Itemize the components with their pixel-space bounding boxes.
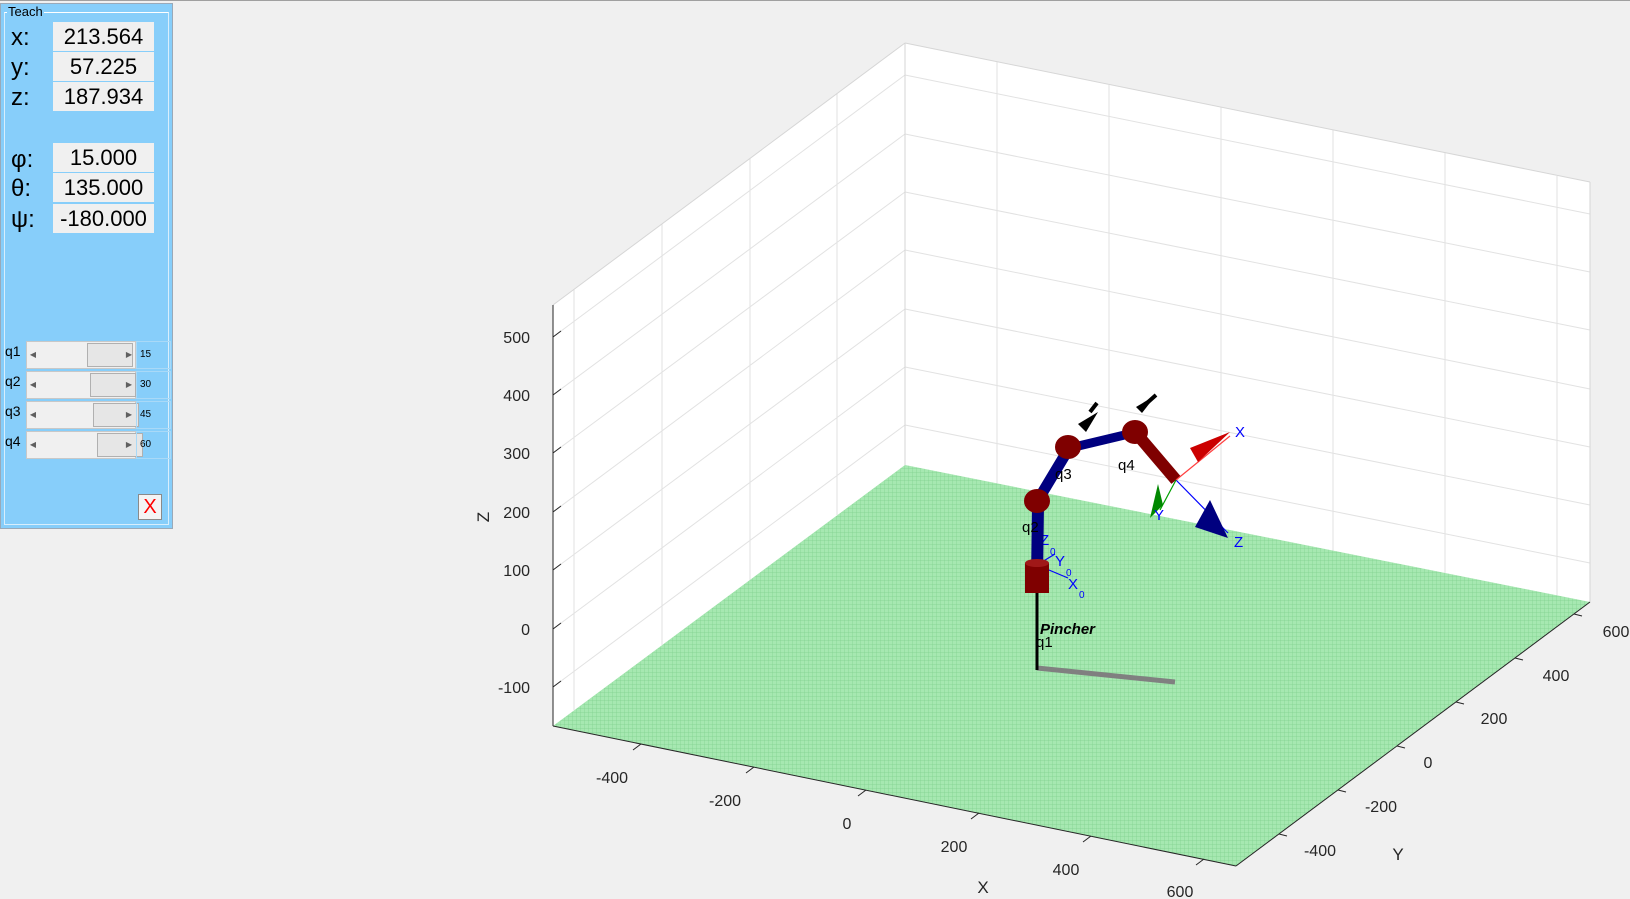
psi-angle-label: ψ: (11, 206, 35, 233)
slider-right-arrow-icon[interactable]: ▶ (125, 410, 133, 419)
floor-plane (553, 465, 1590, 866)
close-button[interactable]: X (138, 494, 162, 520)
z-axis: -100 0 100 200 300 400 500 Z (474, 330, 562, 697)
teach-panel: Teach x: 213.564 y: 57.225 z: 187.934 φ:… (0, 3, 173, 529)
z-tick-label: 500 (503, 330, 530, 347)
y-tick-label: 600 (1603, 624, 1630, 641)
y-tick-label: -400 (1304, 843, 1336, 860)
x-tick-label: -400 (596, 770, 628, 787)
phi-angle-label: φ: (11, 146, 34, 173)
axes-box (552, 42, 1591, 726)
slider-left-arrow-icon[interactable]: ◀ (29, 440, 37, 449)
q3-slider-thumb[interactable] (93, 403, 139, 427)
teach-panel-title: Teach (7, 4, 44, 19)
base-frame-y-subscript: 0 (1066, 568, 1072, 579)
z-axis-label: Z (474, 512, 493, 522)
q3-value-field[interactable]: 45 (136, 401, 171, 429)
x-tick-label: -200 (709, 793, 741, 810)
q1-slider[interactable]: ◀ ▶ (26, 341, 136, 369)
z-tick-label: 0 (521, 622, 530, 639)
y-axis-label: Y (1392, 845, 1403, 864)
slider-left-arrow-icon[interactable]: ◀ (29, 380, 37, 389)
x-coord-value: 213.564 (53, 22, 154, 51)
z-coord-value: 187.934 (53, 82, 154, 111)
robot-shadow (1036, 665, 1176, 685)
y-tick-label: -200 (1365, 799, 1397, 816)
base-frame-z-subscript: 0 (1050, 547, 1056, 558)
joint-label-q4: q4 (1118, 457, 1135, 474)
z-tick-label: 400 (503, 388, 530, 405)
x-tick-label: 400 (1053, 862, 1080, 879)
q4-slider-thumb[interactable] (97, 433, 143, 457)
joint-label-q2: q2 (1022, 519, 1039, 536)
z-tick-label: 100 (503, 563, 530, 580)
q3-slider[interactable]: ◀ ▶ (26, 401, 139, 429)
y-tick-label: 200 (1481, 711, 1508, 728)
tool-frame-z-label: Z (1234, 534, 1243, 551)
z-tick-label: -100 (498, 680, 530, 697)
psi-angle-value: -180.000 (53, 204, 154, 233)
slider-right-arrow-icon[interactable]: ▶ (125, 350, 133, 359)
q1-slider-thumb[interactable] (87, 343, 133, 367)
q1-label: q1 (5, 343, 21, 359)
slider-left-arrow-icon[interactable]: ◀ (29, 350, 37, 359)
q2-value-field[interactable]: 30 (136, 371, 171, 399)
joint-label-q3: q3 (1055, 466, 1072, 483)
q4-value-field[interactable]: 60 (136, 431, 171, 459)
q3-label: q3 (5, 403, 21, 419)
x-axis-label: X (977, 878, 988, 897)
q2-slider-thumb[interactable] (90, 373, 136, 397)
robot-name-label: Pincher (1040, 621, 1096, 638)
y-axis: -400 -200 0 200 400 600 Y (1278, 613, 1630, 864)
y-coord-label: y: (11, 54, 30, 81)
q4-slider[interactable]: ◀ ▶ (26, 431, 143, 459)
slider-right-arrow-icon[interactable]: ▶ (125, 440, 133, 449)
slider-right-arrow-icon[interactable]: ▶ (125, 380, 133, 389)
phi-angle-value: 15.000 (53, 143, 154, 172)
base-frame-x-subscript: 0 (1079, 590, 1085, 601)
theta-angle-value: 135.000 (53, 173, 154, 202)
tool-frame-x-label: X (1235, 424, 1245, 441)
joint-label-q1: q1 (1036, 634, 1053, 651)
x-tick-label: 200 (941, 839, 968, 856)
y-coord-value: 57.225 (53, 52, 154, 81)
base-frame-y-label: Y (1055, 553, 1065, 570)
robot-arm (1024, 393, 1181, 593)
z-tick-label: 200 (503, 505, 530, 522)
y-tick-label: 0 (1424, 755, 1433, 772)
x-axis: -400 -200 0 200 400 600 X (596, 743, 1205, 899)
z-tick-label: 300 (503, 446, 530, 463)
slider-left-arrow-icon[interactable]: ◀ (29, 410, 37, 419)
q4-label: q4 (5, 433, 21, 449)
teach-panel-frame (4, 12, 169, 525)
axis-lines (552, 305, 1591, 867)
base-frame-z-label: Z (1040, 532, 1049, 549)
q1-value-field[interactable]: 15 (136, 341, 171, 369)
base-frame-x-label: X (1068, 576, 1078, 593)
grid-lines (552, 62, 1591, 710)
tool-frame-y-label: Y (1154, 507, 1164, 524)
x-tick-label: 0 (843, 816, 852, 833)
q2-slider[interactable]: ◀ ▶ (26, 371, 136, 399)
x-coord-label: x: (11, 24, 30, 51)
z-coord-label: z: (11, 84, 30, 111)
x-tick-label: 600 (1167, 884, 1194, 899)
window-top-border (0, 0, 1630, 1)
tool-frame: X Y Z (1150, 424, 1245, 551)
y-tick-label: 400 (1543, 668, 1570, 685)
theta-angle-label: θ: (11, 175, 32, 202)
q2-label: q2 (5, 373, 21, 389)
